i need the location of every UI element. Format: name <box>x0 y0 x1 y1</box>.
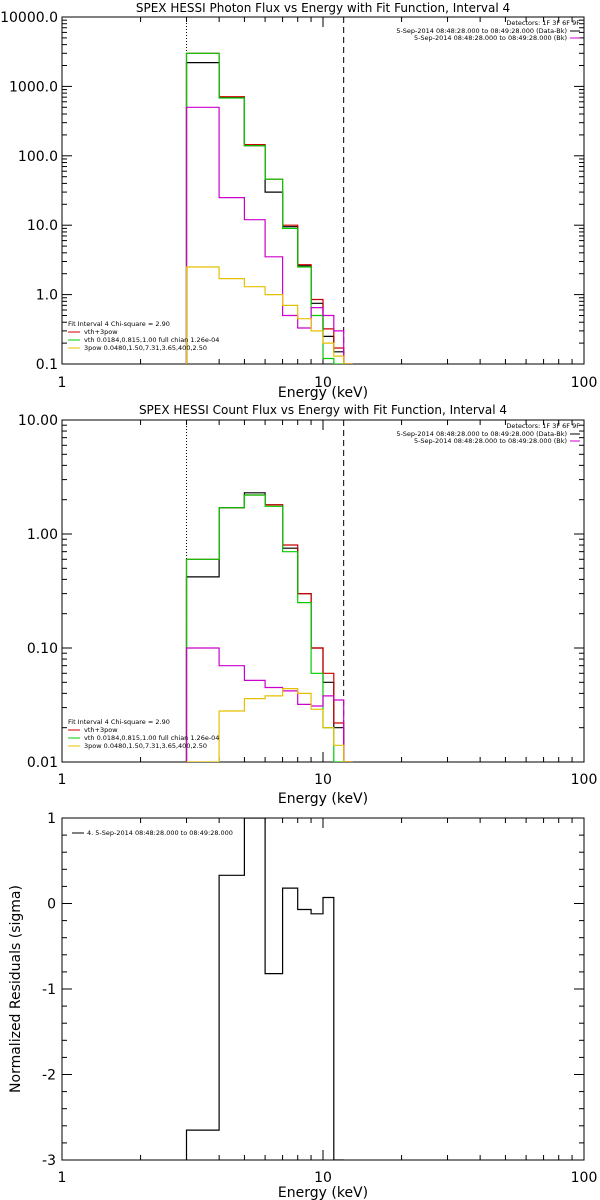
y-tick-label: -2 <box>42 1068 56 1084</box>
series-0-histogram <box>185 492 353 762</box>
legend-header: Detectors: 1F 3F 6F 9F <box>506 422 580 430</box>
series-1-histogram <box>185 494 353 762</box>
y-tick-label: 10.00 <box>18 413 58 429</box>
fit-legend-header: Fit Interval 4 Chi-square = 2.90 <box>68 718 170 726</box>
x-tick-label: 1 <box>58 772 67 788</box>
y-tick-label: 1 <box>47 811 56 827</box>
y-tick-label: 0.10 <box>27 641 58 657</box>
plot-title: SPEX HESSI Count Flux vs Energy with Fit… <box>139 403 507 417</box>
x-tick-label: 1 <box>58 1170 67 1186</box>
series-3-histogram <box>185 106 353 364</box>
series-2-histogram <box>185 494 353 762</box>
y-tick-label: 1000.0 <box>9 79 58 95</box>
y-tick-label: 1.0 <box>36 288 58 304</box>
x-axis-label: Energy (keV) <box>278 1185 368 1200</box>
x-tick-label: 10 <box>314 375 332 391</box>
legend-label: 5-Sep-2014 08:48:28.000 to 08:49:28.000 … <box>414 437 567 445</box>
series-0-histogram <box>185 818 344 1160</box>
fit-legend-label: vth+3pow <box>84 328 118 336</box>
fit-legend-label: vth 0.0184,0.815,1.00 full chian 1.26e-0… <box>84 734 219 742</box>
legend-label: 5-Sep-2014 08:48:28.000 to 08:49:28.000 … <box>396 27 567 35</box>
series-4-histogram <box>186 688 353 762</box>
y-tick-label: -1 <box>42 982 56 998</box>
x-tick-label: 10 <box>314 772 332 788</box>
y-tick-label: 10.0 <box>27 218 58 234</box>
y-tick-label: 1.00 <box>27 527 58 543</box>
fit-legend-header: Fit Interval 4 Chi-square = 2.90 <box>68 320 170 328</box>
legend-header: Detectors: 1F 3F 6F 9F <box>506 19 580 27</box>
x-tick-label: 100 <box>571 375 598 391</box>
y-tick-label: 100.0 <box>18 149 58 165</box>
y-tick-label: 0.01 <box>27 755 58 771</box>
fit-legend-label: 3pow 0.0480,1.50,7.31,3.65,400,2.50 <box>84 742 207 750</box>
fit-legend-label: vth 0.0184,0.815,1.00 full chian 1.26e-0… <box>84 336 219 344</box>
plot-frame <box>61 817 585 1161</box>
legend-label: 5-Sep-2014 08:48:28.000 to 08:49:28.000 … <box>414 34 567 42</box>
x-tick-label: 10 <box>314 1170 332 1186</box>
x-tick-label: 100 <box>571 772 598 788</box>
plot-title: SPEX HESSI Photon Flux vs Energy with Fi… <box>136 1 510 15</box>
series-1-histogram <box>185 52 353 364</box>
series-2-histogram <box>185 52 353 364</box>
fit-legend-label: vth+3pow <box>84 726 118 734</box>
y-axis-label: Normalized Residuals (sigma) <box>8 885 24 1093</box>
y-tick-label: 10000.0 <box>0 10 58 26</box>
y-tick-label: -3 <box>42 1153 56 1169</box>
fit-legend-label: 3pow 0.0480,1.50,7.31,3.65,400,2.50 <box>84 344 207 352</box>
y-tick-label: 0 <box>47 897 56 913</box>
series-3-histogram <box>185 647 353 762</box>
x-axis-label: Energy (keV) <box>278 791 368 807</box>
series-4-histogram <box>185 266 353 364</box>
legend-label: 5-Sep-2014 08:48:28.000 to 08:49:28.000 … <box>396 430 567 438</box>
y-tick-label: 0.1 <box>36 357 58 373</box>
legend-label: 4. 5-Sep-2014 08:48:28.000 to 08:49:28.0… <box>87 829 233 837</box>
x-axis-label: Energy (keV) <box>278 385 368 401</box>
x-tick-label: 1 <box>58 375 67 391</box>
x-tick-label: 100 <box>571 1170 598 1186</box>
